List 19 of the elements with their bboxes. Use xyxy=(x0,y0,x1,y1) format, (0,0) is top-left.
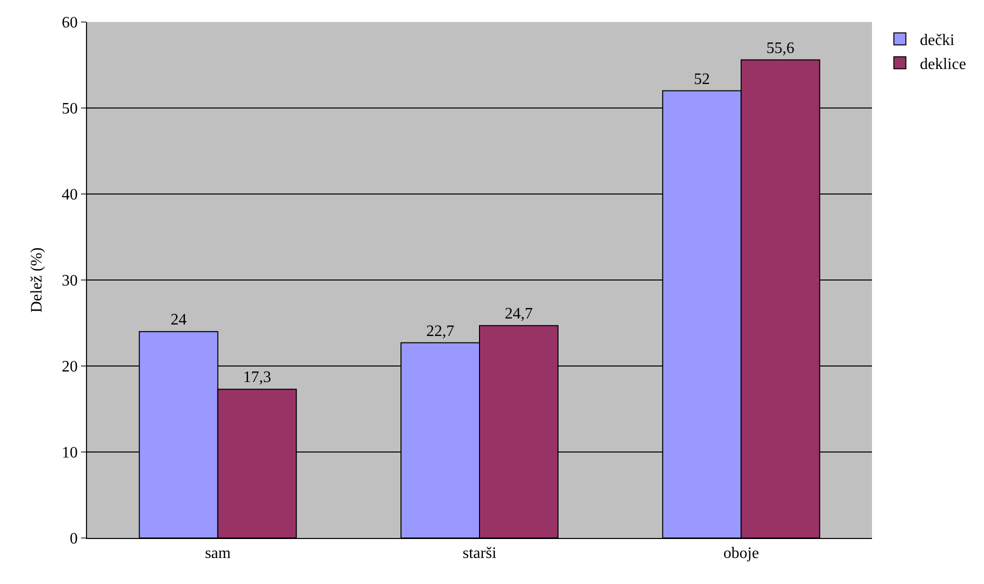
data-label: 55,6 xyxy=(766,40,794,57)
y-tick-label: 30 xyxy=(62,272,78,290)
x-tick-label: sam xyxy=(204,545,232,562)
x-tick-label: oboje xyxy=(723,545,759,562)
legend-label: deklice xyxy=(920,56,966,73)
data-label: 52 xyxy=(694,70,710,88)
data-label: 24 xyxy=(170,312,187,329)
y-axis-title: Delež (%) xyxy=(28,247,46,313)
x-tick-label: starši xyxy=(462,545,497,562)
y-tick-label: 60 xyxy=(62,14,78,32)
y-tick-label: 0 xyxy=(70,530,78,548)
data-label: 22,7 xyxy=(426,322,454,340)
y-tick-label: 20 xyxy=(62,358,78,376)
data-label: 24,7 xyxy=(504,306,533,323)
y-tick-label: 50 xyxy=(62,100,78,118)
y-tick-label: 10 xyxy=(62,444,78,462)
legend-label: dečki xyxy=(920,32,956,50)
data-label: 17,3 xyxy=(243,369,272,386)
y-tick-label: 40 xyxy=(62,186,78,204)
